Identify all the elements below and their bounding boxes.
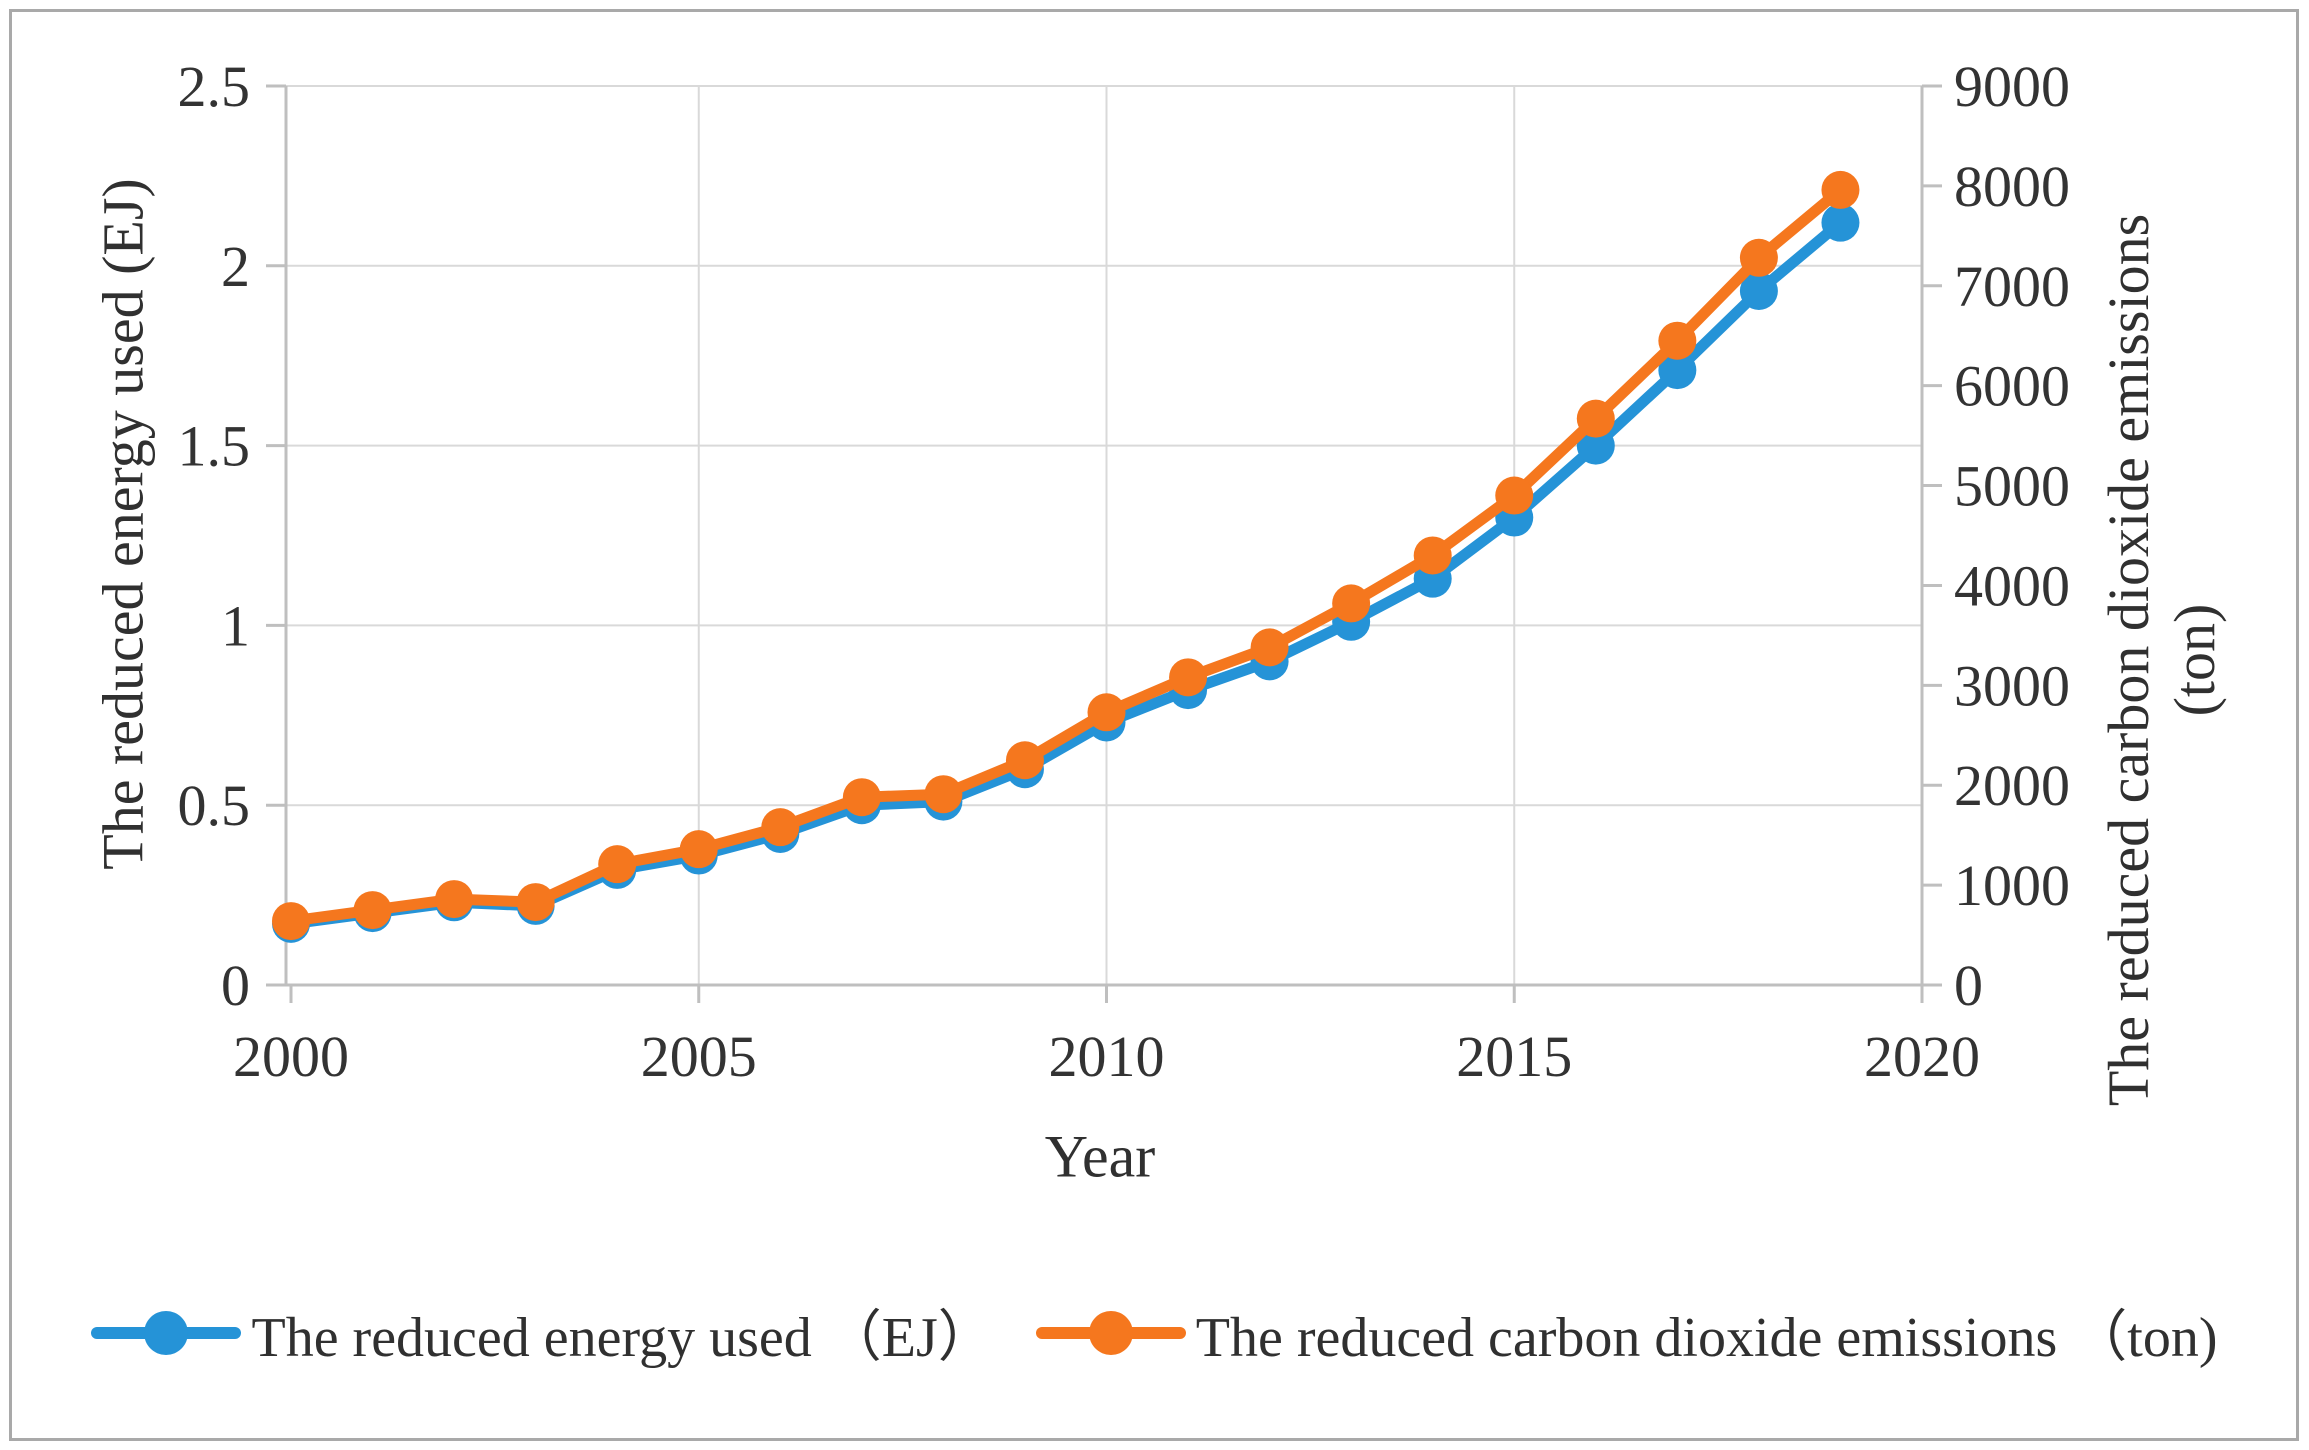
right-tick-label: 5000	[1954, 454, 2070, 519]
x-axis-title: Year	[1044, 1123, 1156, 1190]
series-line-1	[285, 184, 1846, 927]
right-tick-label: 7000	[1954, 254, 2070, 319]
left-tick-label: 1.5	[178, 414, 251, 479]
data-point[interactable]	[1658, 351, 1697, 390]
x-tick-label: 2000	[233, 1024, 349, 1089]
right-axis-title-line2: (ton)	[2162, 603, 2227, 717]
data-point[interactable]	[1332, 584, 1371, 623]
legend-label-co2: The reduced carbon dioxide emissions （to…	[1195, 1307, 2218, 1369]
data-point[interactable]	[1821, 203, 1860, 242]
data-point[interactable]	[435, 880, 474, 919]
legend-label-energy: The reduced energy used （EJ）	[251, 1307, 994, 1369]
legend-item-co2: The reduced carbon dioxide emissions （to…	[1035, 1292, 2218, 1373]
data-point[interactable]	[353, 891, 392, 930]
data-point[interactable]	[1169, 658, 1208, 697]
x-tick-label: 2015	[1456, 1024, 1572, 1089]
x-tick-label: 2005	[641, 1024, 757, 1089]
data-point[interactable]	[272, 902, 310, 941]
data-point[interactable]	[1005, 741, 1044, 780]
right-tick-label: 3000	[1954, 653, 2070, 718]
legend-item-energy: The reduced energy used （EJ）	[91, 1292, 994, 1373]
x-tick-label: 2020	[1864, 1024, 1980, 1089]
right-axis-title-line1: The reduced carbon dioxide emissions	[2096, 213, 2161, 1107]
data-point[interactable]	[516, 883, 555, 922]
data-point[interactable]	[924, 775, 963, 814]
right-tick-label: 9000	[1954, 54, 2070, 119]
data-point[interactable]	[1087, 693, 1126, 732]
right-tick-label: 2000	[1954, 753, 2070, 818]
data-point[interactable]	[1576, 399, 1615, 438]
left-tick-label: 0.5	[178, 773, 251, 838]
legend-marker-energy-icon	[91, 1310, 242, 1356]
left-tick-label: 0	[221, 953, 250, 1018]
right-tick-label: 6000	[1954, 354, 2070, 419]
data-point[interactable]	[598, 845, 637, 884]
data-point[interactable]	[679, 830, 718, 869]
chart-legend: The reduced energy used （EJ） The reduced…	[0, 1292, 2309, 1373]
right-tick-label: 1000	[1954, 853, 2070, 918]
left-axis-title: The reduced energy used (EJ)	[90, 178, 156, 870]
data-point[interactable]	[1576, 426, 1615, 465]
data-point[interactable]	[1821, 170, 1860, 209]
data-point[interactable]	[1413, 536, 1452, 575]
left-tick-label: 2	[221, 234, 250, 299]
left-tick-label: 1	[221, 593, 250, 658]
data-point[interactable]	[761, 808, 800, 847]
data-point[interactable]	[1739, 238, 1778, 277]
right-tick-label: 4000	[1954, 553, 2070, 618]
data-point[interactable]	[842, 778, 881, 817]
legend-marker-co2-icon	[1035, 1310, 1186, 1356]
series-line-0	[285, 217, 1846, 930]
right-tick-label: 8000	[1954, 154, 2070, 219]
data-point[interactable]	[1495, 476, 1534, 515]
data-point[interactable]	[1658, 321, 1697, 360]
x-tick-label: 2010	[1049, 1024, 1165, 1089]
left-tick-label: 2.5	[178, 54, 251, 119]
right-axis-title: The reduced carbon dioxide emissions (to…	[2096, 214, 2228, 1106]
right-tick-label: 0	[1954, 953, 1983, 1018]
data-point[interactable]	[1739, 271, 1778, 310]
data-point[interactable]	[1250, 628, 1289, 667]
